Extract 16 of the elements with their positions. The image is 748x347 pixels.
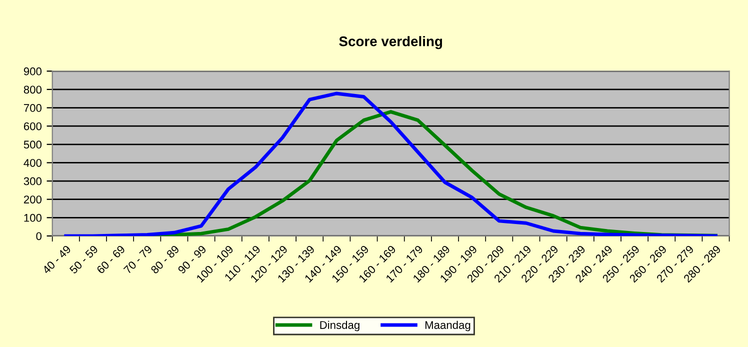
legend-label: Dinsdag xyxy=(320,320,360,332)
y-tick-label: 100 xyxy=(24,214,42,222)
y-tick-label: 800 xyxy=(24,86,42,94)
y-tick-label: 0 xyxy=(36,232,42,240)
y-tick-label: 700 xyxy=(24,104,42,112)
x-tick-label: 60 - 69 xyxy=(96,244,126,274)
y-tick-label: 600 xyxy=(24,122,42,130)
chart-title: Score verdeling xyxy=(339,36,442,50)
y-tick-label: 500 xyxy=(24,140,42,149)
y-tick-label: 300 xyxy=(24,177,42,186)
legend-label: Maandag xyxy=(425,320,470,332)
line-series xyxy=(64,92,718,236)
y-tick-label: 900 xyxy=(24,67,42,76)
x-tick-label: 50 - 59 xyxy=(69,244,98,274)
y-tick-label: 400 xyxy=(24,158,42,167)
y-tick-label: 200 xyxy=(24,196,42,204)
